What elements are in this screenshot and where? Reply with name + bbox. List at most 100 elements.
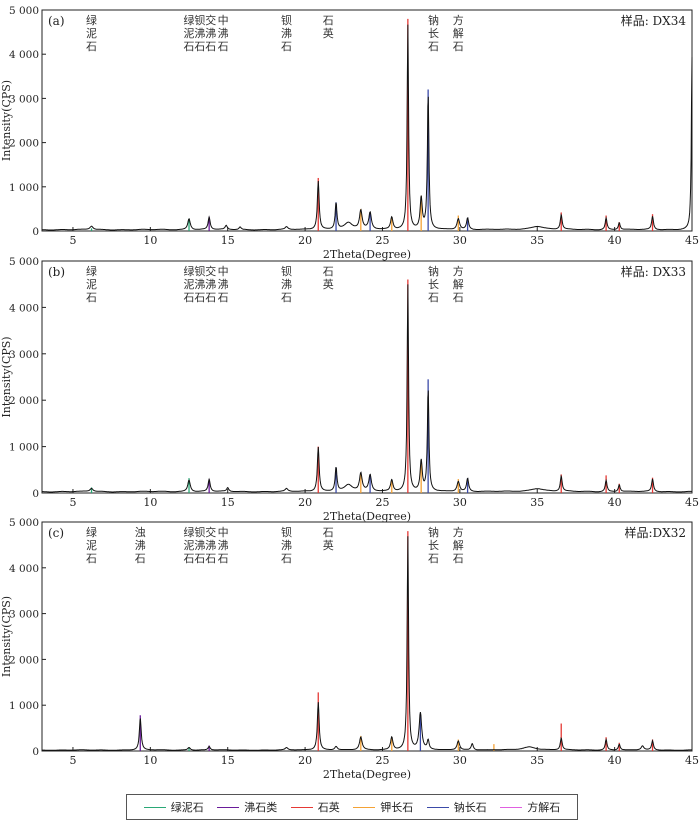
legend-item-albite: 钠长石: [426, 799, 487, 815]
diffraction-curve: [41, 24, 693, 231]
x-tick-label: 25: [375, 234, 389, 247]
mineral-annotation: 方解石: [453, 13, 464, 53]
mineral-annotation: 交沸石: [205, 13, 216, 53]
x-tick-label: 20: [298, 754, 312, 767]
x-tick-label: 5: [69, 496, 76, 509]
x-tick-label: 40: [608, 234, 622, 247]
legend-label: 沸石类: [244, 801, 278, 814]
x-tick-label: 35: [530, 496, 544, 509]
panel-label: (b): [48, 265, 65, 279]
mineral-annotation: 方解石: [453, 525, 464, 565]
x-tick-label: 25: [375, 754, 389, 767]
legend-item-zeolite: 沸石类: [217, 799, 277, 815]
sample-label: 样品: DX33: [621, 264, 686, 279]
diffraction-curve: [42, 284, 692, 493]
y-tick-label: 3 000: [9, 609, 39, 621]
y-tick-label: 2 000: [9, 654, 39, 666]
legend-label: 绿泥石: [170, 801, 204, 814]
mineral-annotation: 交沸石: [205, 525, 216, 565]
x-tick-label: 15: [221, 754, 235, 767]
legend-swatch-chlorite: [143, 806, 166, 808]
y-tick-label: 5 000: [9, 256, 39, 268]
y-axis-label: Intensity(CPS): [0, 596, 13, 677]
y-tick-label: 2 000: [9, 395, 39, 407]
legend-swatch-zeolite: [217, 806, 240, 808]
mineral-annotation: 中沸石: [218, 265, 229, 304]
x-tick-label: 10: [143, 234, 157, 247]
mineral-annotation: 钡沸石: [194, 13, 205, 53]
y-axis-label: Intensity(CPS): [0, 80, 13, 161]
mineral-annotation: 绿泥石: [184, 13, 195, 53]
y-tick-label: 5 000: [9, 517, 39, 529]
mineral-annotation: 交沸石: [205, 264, 216, 304]
mineral-annotation: 绿泥石: [86, 525, 97, 565]
x-tick-label: 20: [298, 496, 312, 509]
y-tick-label: 5 000: [9, 5, 39, 17]
x-tick-label: 35: [530, 754, 544, 767]
legend-label: 方解石: [527, 801, 561, 814]
mineral-annotation: 钠长石: [428, 13, 439, 53]
y-axis-label: Intensity(CPS): [0, 336, 13, 417]
y-tick-label: 0: [32, 746, 39, 758]
y-tick-label: 1 000: [9, 182, 39, 194]
legend-label: 钠长石: [453, 801, 487, 814]
x-tick-label: 5: [69, 234, 76, 247]
mineral-annotation: 绿泥石: [86, 264, 97, 304]
y-tick-label: 1 000: [9, 442, 39, 454]
x-tick-label: 30: [453, 234, 467, 247]
x-tick-label: 25: [375, 496, 389, 509]
mineral-annotation: 中沸石: [218, 14, 229, 53]
legend-label: 石英: [317, 801, 340, 814]
mineral-annotation: 石英: [323, 265, 334, 291]
diffraction-curve: [42, 536, 692, 751]
x-axis-label: 2Theta(Degree): [323, 510, 411, 523]
sample-label: 样品:DX32: [625, 525, 686, 540]
legend-item-k-feldspar: 钾长石: [353, 799, 413, 815]
mineral-annotation: 钡沸石: [281, 525, 292, 565]
y-tick-label: 4 000: [9, 49, 39, 61]
x-tick-label: 45: [685, 496, 699, 509]
x-tick-label: 15: [221, 496, 235, 509]
y-tick-label: 3 000: [9, 93, 39, 105]
mineral-annotation: 中沸石: [218, 526, 229, 565]
y-tick-label: 1 000: [9, 700, 39, 712]
mineral-annotation: 钡沸石: [194, 525, 205, 565]
x-tick-label: 35: [530, 234, 544, 247]
legend-swatch-calcite: [500, 806, 523, 808]
legend-swatch-k-feldspar: [353, 806, 376, 808]
legend-item-chlorite: 绿泥石: [143, 799, 204, 815]
legend-item-calcite: 方解石: [500, 799, 560, 815]
x-tick-label: 40: [608, 496, 622, 509]
mineral-annotation: 钡沸石: [281, 13, 292, 53]
panel-label: (a): [48, 14, 65, 28]
panel-label: (c): [48, 526, 64, 540]
x-tick-label: 30: [453, 496, 467, 509]
y-tick-label: 4 000: [9, 302, 39, 314]
legend-swatch-albite: [426, 806, 449, 808]
mineral-annotation: 绿泥石: [184, 264, 195, 304]
mineral-annotation: 方解石: [453, 264, 464, 304]
legend-item-quartz: 石英: [290, 799, 340, 815]
x-axis-label: 2Theta(Degree): [323, 248, 411, 261]
x-tick-label: 45: [685, 234, 699, 247]
mineral-annotation: 绿泥石: [86, 13, 97, 53]
mineral-annotation: 浊沸石: [135, 526, 146, 565]
y-tick-label: 4 000: [9, 563, 39, 575]
y-tick-label: 2 000: [9, 138, 39, 150]
mineral-annotation: 石英: [323, 14, 334, 40]
x-tick-label: 20: [298, 234, 312, 247]
y-tick-label: 3 000: [9, 349, 39, 361]
y-tick-label: 0: [32, 488, 39, 500]
mineral-annotation: 绿泥石: [184, 525, 195, 565]
x-tick-label: 45: [685, 754, 699, 767]
x-axis-label: 2Theta(Degree): [323, 768, 411, 781]
x-tick-label: 15: [221, 234, 235, 247]
y-tick-label: 0: [32, 226, 39, 238]
legend-label: 钾长石: [380, 801, 414, 814]
x-tick-label: 30: [453, 754, 467, 767]
plot-frame: [41, 521, 693, 752]
sample-label: 样品: DX34: [621, 13, 687, 28]
mineral-annotation: 石英: [323, 526, 334, 552]
mineral-annotation: 钠长石: [428, 525, 439, 565]
